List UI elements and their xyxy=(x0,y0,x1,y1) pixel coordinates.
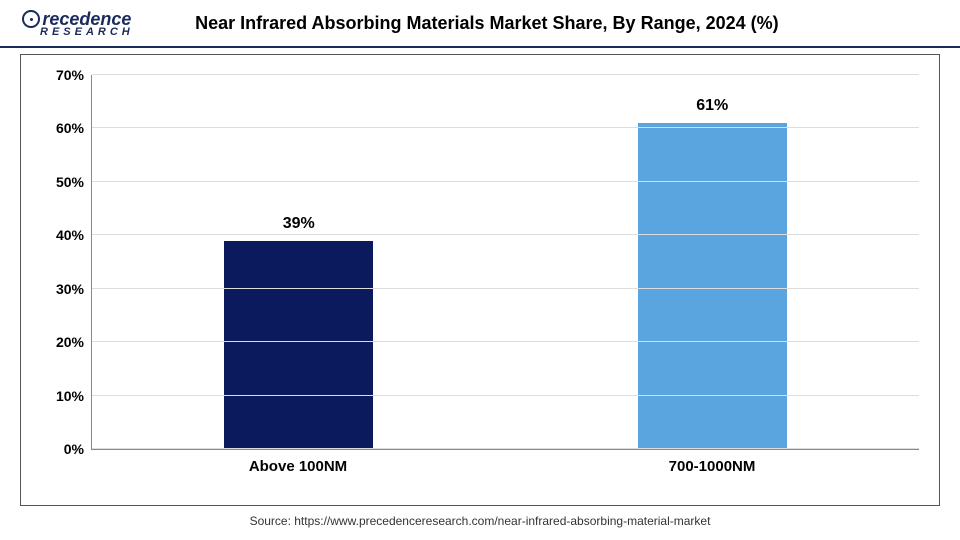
gridline xyxy=(92,234,919,235)
y-tick-label: 10% xyxy=(56,388,84,404)
bar: 61% xyxy=(638,123,787,449)
y-tick-label: 0% xyxy=(64,441,84,457)
y-tick-label: 60% xyxy=(56,120,84,136)
logo: recedence RESEARCH xyxy=(20,10,134,38)
bar-value-label: 61% xyxy=(696,97,728,115)
y-tick-label: 30% xyxy=(56,281,84,297)
x-tick-label: Above 100NM xyxy=(223,458,372,475)
source-text: Source: https://www.precedenceresearch.c… xyxy=(0,510,960,540)
y-tick-label: 20% xyxy=(56,334,84,350)
chart-title: Near Infrared Absorbing Materials Market… xyxy=(154,12,940,35)
gridline xyxy=(92,181,919,182)
x-tick-label: 700-1000NM xyxy=(637,458,786,475)
chart-container: 39% 61% 0% 10% 20% 30% 40% 50% 60% 70% Above 100… xyxy=(20,54,940,506)
target-icon xyxy=(22,10,40,28)
logo-subtext: RESEARCH xyxy=(40,28,134,38)
gridline xyxy=(92,74,919,75)
bar: 39% xyxy=(224,241,373,449)
gridline xyxy=(92,448,919,449)
y-tick-label: 50% xyxy=(56,174,84,190)
x-axis-labels: Above 100NM 700-1000NM xyxy=(91,450,919,475)
bar-slot: 61% xyxy=(638,75,787,449)
y-tick-label: 70% xyxy=(56,67,84,83)
logo-brand: recedence xyxy=(42,11,131,27)
bars-group: 39% 61% xyxy=(92,75,919,449)
plot-area: 39%61% 0%10%20%30%40%50%60%70% xyxy=(91,75,919,450)
gridline xyxy=(92,288,919,289)
bar-value-label: 39% xyxy=(283,215,315,233)
header: recedence RESEARCH Near Infrared Absorbi… xyxy=(0,0,960,48)
gridline xyxy=(92,395,919,396)
gridline xyxy=(92,127,919,128)
y-tick-label: 40% xyxy=(56,227,84,243)
gridline xyxy=(92,341,919,342)
bar-slot: 39% xyxy=(224,75,373,449)
